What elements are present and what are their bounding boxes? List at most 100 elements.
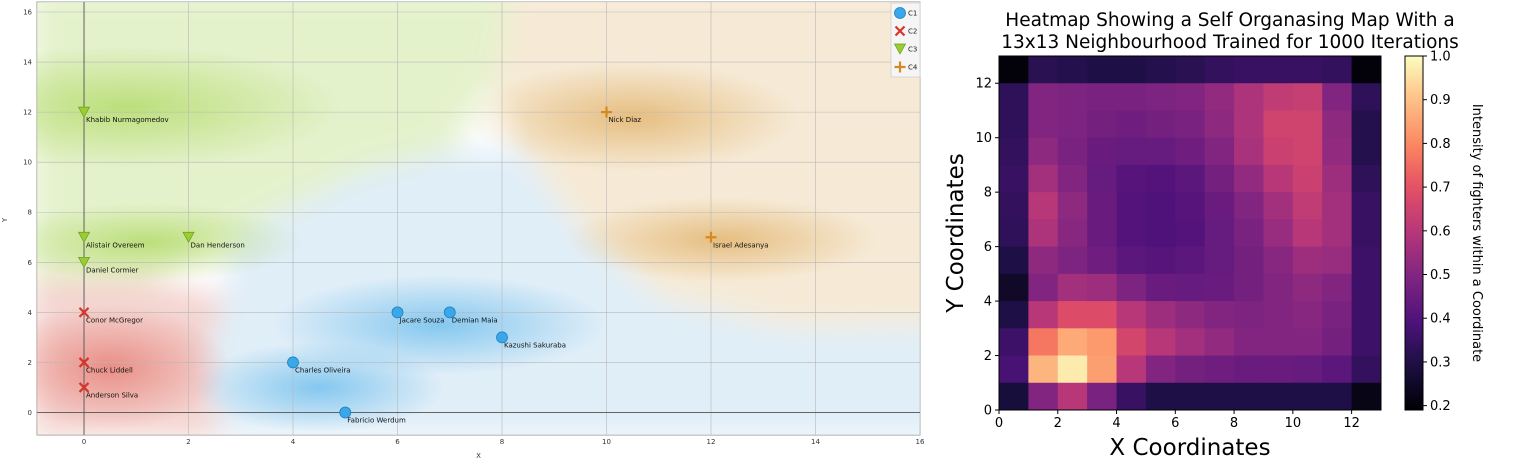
heatmap-cell — [1204, 246, 1235, 275]
y-tick-label: 0 — [28, 409, 32, 417]
data-point-c1 — [496, 331, 508, 344]
x-tick-label: 10 — [602, 438, 611, 446]
colorbar-tick-label: 0.4 — [1430, 312, 1451, 327]
heatmap-cell — [999, 273, 1029, 302]
legend-label: C1 — [908, 10, 917, 18]
data-point-c4 — [601, 106, 613, 118]
heatmap-cell — [1145, 192, 1176, 220]
heatmap-cell — [1175, 192, 1206, 220]
heatmap-cell — [1292, 382, 1323, 411]
heatmap-cell — [1322, 110, 1353, 139]
heatmap-cell — [1351, 273, 1382, 302]
heatmap-cell — [1292, 273, 1323, 302]
heatmap-cell — [999, 355, 1029, 384]
x-tick-label: 8 — [500, 438, 504, 446]
heatmap-cell — [1234, 328, 1264, 357]
heatmap-cell — [1234, 219, 1264, 248]
legend: C1 C2 C3 C4 — [890, 2, 921, 78]
heatmap-title-line: Heatmap Showing a Self Organasing Map Wi… — [1005, 10, 1454, 31]
heatmap-cell — [1322, 137, 1353, 166]
heatmap-cell — [1234, 192, 1264, 220]
heatmap-cell — [1263, 110, 1294, 139]
point-label: Demian Maia — [452, 316, 498, 324]
point-label: Kazushi Sakuraba — [504, 341, 566, 349]
colorbar-tick-label: 0.7 — [1430, 181, 1451, 196]
y-tick-label: 12 — [975, 77, 992, 92]
y-tick-label: 8 — [28, 209, 32, 217]
heatmap-cell — [1175, 382, 1206, 411]
heatmap-cell — [1087, 164, 1118, 193]
heatmap-cell — [1322, 273, 1353, 302]
y-tick-label: 10 — [975, 131, 992, 146]
heatmap-cell — [999, 382, 1029, 411]
heatmap-cell — [1263, 246, 1294, 275]
region-glow-c2 — [37, 304, 231, 430]
heatmap-cell — [1263, 355, 1294, 384]
heatmap-panel: Heatmap Showing a Self Organasing Map Wi… — [930, 0, 1536, 461]
heatmap-cell — [1145, 110, 1176, 139]
heatmap-cell — [1028, 164, 1059, 193]
heatmap-cell — [1292, 56, 1323, 84]
y-tick-label: 4 — [984, 295, 992, 310]
heatmap-cell — [1116, 382, 1147, 411]
heatmap-cell — [1116, 328, 1147, 357]
heatmap-cell — [1087, 56, 1118, 84]
point-label: Jacare Souza — [399, 316, 445, 324]
heatmap-cell — [1057, 219, 1088, 248]
heatmap-cell — [1234, 355, 1264, 384]
heatmap-cell — [1204, 192, 1235, 220]
legend-label: C2 — [908, 28, 917, 36]
heatmap-cell — [999, 219, 1029, 248]
heatmap-cell — [1263, 137, 1294, 166]
heatmap-cell — [1028, 137, 1059, 166]
legend-label: C4 — [908, 64, 918, 72]
heatmap-cell — [999, 164, 1029, 193]
heatmap-cell — [1175, 273, 1206, 302]
y-axis-label: Y — [1, 217, 9, 223]
point-label: Israel Adesanya — [713, 241, 769, 249]
legend-marker-c1 — [894, 7, 906, 19]
x-tick-label: 8 — [1230, 416, 1238, 431]
heatmap-cell — [1175, 164, 1206, 193]
heatmap-cell — [1263, 192, 1294, 220]
heatmap-cell — [1292, 83, 1323, 111]
heatmap-cell — [1175, 328, 1206, 357]
data-point-c3 — [182, 231, 195, 243]
data-point-c2 — [78, 357, 90, 368]
heatmap-cell — [1028, 56, 1059, 84]
colorbar-tick-label: 0.9 — [1430, 93, 1451, 108]
heatmap-cell — [1057, 110, 1088, 139]
heatmap-cell — [1351, 164, 1382, 193]
heatmap-cell — [1028, 273, 1059, 302]
colorbar-tick-label: 0.8 — [1430, 137, 1451, 152]
x-tick-label: 4 — [291, 438, 296, 446]
heatmap-cell — [1145, 56, 1176, 84]
heatmap-cell — [1145, 273, 1176, 302]
heatmap-cell — [1322, 164, 1353, 193]
heatmap-cell — [1028, 355, 1059, 384]
region-glow-c3 — [37, 44, 346, 170]
y-tick-label: 10 — [23, 159, 32, 167]
x-tick-label: 12 — [1343, 416, 1360, 431]
heatmap-cell — [1087, 246, 1118, 275]
heatmap-cell — [1028, 301, 1059, 329]
heatmap-title-line: 13x13 Neighbourhood Trained for 1000 Ite… — [1001, 32, 1459, 53]
heatmap-cell — [1175, 137, 1206, 166]
region-glow-c3 — [37, 202, 304, 283]
heatmap-cell — [1028, 328, 1059, 357]
heatmap-chart: Heatmap Showing a Self Organasing Map Wi… — [943, 10, 1484, 461]
heatmap-cell — [1116, 355, 1147, 384]
heatmap-cell — [1116, 301, 1147, 329]
heatmap-cell — [1087, 110, 1118, 139]
heatmap-cell — [1234, 164, 1264, 193]
heatmap-cell — [1292, 164, 1323, 193]
x-tick-label: 2 — [186, 438, 190, 446]
heatmap-cell — [999, 137, 1029, 166]
heatmap-cell — [1057, 83, 1088, 111]
x-tick-label: 12 — [707, 438, 716, 446]
y-tick-label: 8 — [984, 186, 992, 201]
heatmap-cell — [1116, 110, 1147, 139]
data-point-c1 — [391, 306, 404, 319]
heatmap-cell — [1028, 382, 1059, 411]
heatmap-cell — [1116, 164, 1147, 193]
